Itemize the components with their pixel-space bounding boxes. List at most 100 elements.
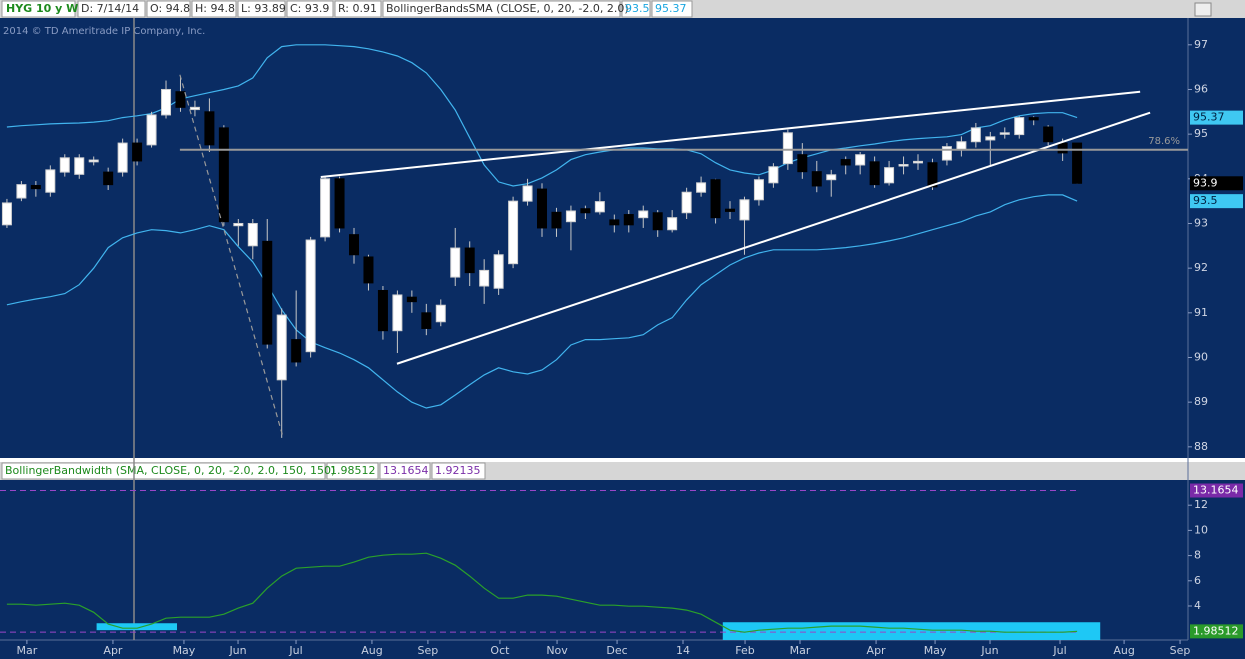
close: C: 93.9 [290, 2, 329, 15]
candle-body [305, 239, 316, 353]
candle-body [594, 201, 605, 213]
x-tick-label: Apr [103, 644, 123, 657]
candle-body [667, 217, 678, 231]
low: L: 93.89 [241, 2, 286, 15]
x-tick-label: Jun [980, 644, 998, 657]
y-tick-label: 89 [1194, 395, 1208, 408]
x-tick-label: Jun [228, 644, 246, 657]
separator [0, 458, 1245, 462]
candle-body [218, 127, 229, 223]
candle-body [16, 184, 27, 199]
header-cell [431, 462, 486, 480]
y-tick-label: 93 [1194, 216, 1208, 229]
candle-body [435, 304, 446, 323]
y-tick-label: 96 [1194, 82, 1208, 95]
candle-body [349, 234, 360, 256]
candle-body [739, 199, 750, 221]
upper-band-value: 95.37 [655, 2, 687, 15]
candle-body [898, 164, 909, 167]
header-cell [326, 462, 379, 480]
candle-body [985, 136, 996, 141]
candle-body [652, 212, 663, 231]
lower-band-value: 93.5 [625, 2, 650, 15]
candle-body [522, 185, 533, 202]
candle-body [696, 182, 707, 193]
y-tick-label: 92 [1194, 261, 1208, 274]
candle-body [45, 169, 56, 193]
candle-body [609, 219, 620, 226]
candle-body [782, 132, 793, 165]
header-cell [146, 0, 191, 18]
header-cell [621, 0, 651, 18]
x-tick-label: Feb [735, 644, 754, 657]
candle-body [826, 174, 837, 181]
candle-body [161, 88, 172, 116]
candle-body [884, 167, 895, 184]
candle-body [464, 247, 475, 274]
candle-body [999, 132, 1010, 135]
header-cell [1, 0, 76, 18]
range: R: 0.91 [338, 2, 377, 15]
candle-body [132, 142, 143, 162]
value-tag-label: 95.37 [1193, 111, 1225, 124]
y-tick-label: 6 [1194, 574, 1201, 587]
candle-body [74, 157, 85, 175]
candle-body [493, 254, 504, 289]
candle-body [811, 171, 822, 187]
open: O: 94.8 [150, 2, 190, 15]
header-cell [1, 462, 326, 480]
value-tag [1190, 624, 1243, 639]
y-tick-label: 90 [1194, 350, 1208, 363]
candle-body [565, 210, 576, 223]
candle-body [840, 159, 851, 166]
candle-body [30, 185, 41, 190]
candle-body [189, 106, 200, 111]
x-tick-label: Aug [361, 644, 382, 657]
candle-body [1072, 142, 1083, 184]
candle-body [681, 191, 692, 214]
candle-body [276, 314, 287, 381]
x-tick-label: Dec [606, 644, 627, 657]
settings-icon[interactable] [1194, 2, 1212, 17]
candle-body [320, 178, 331, 238]
candle-body [855, 154, 866, 166]
candle-body [363, 256, 374, 284]
candle-body [1057, 142, 1068, 154]
trendline [320, 90, 1141, 179]
candle-body [753, 179, 764, 201]
candle-body [725, 208, 736, 212]
candle-body [117, 142, 128, 173]
y-tick-label: 8 [1194, 549, 1201, 562]
candle-body [175, 91, 186, 108]
candle-body [913, 160, 924, 164]
value-tag-label: 13.1654 [1193, 484, 1239, 497]
header-cell [379, 462, 431, 480]
candle-body [59, 157, 70, 173]
x-tick-label: Nov [546, 644, 568, 657]
y-tick-label: 88 [1194, 440, 1208, 453]
candle-body [956, 141, 967, 151]
header-cell [237, 0, 286, 18]
candle-body [406, 296, 417, 303]
candle-body [291, 339, 302, 363]
candle-body [970, 127, 981, 143]
value-tag [1190, 110, 1243, 125]
x-tick-label: Sep [418, 644, 439, 657]
candle-body [580, 208, 591, 214]
x-tick-label: Jul [288, 644, 302, 657]
high: H: 94.8 [195, 2, 235, 15]
y-tick-label: 91 [1194, 306, 1208, 319]
x-tick-label: May [173, 644, 196, 657]
candle-body [1043, 126, 1054, 143]
candle-body [377, 289, 388, 332]
study: BollingerBandsSMA (CLOSE, 0, 20, -2.0, 2… [386, 2, 629, 15]
header-cell [651, 0, 693, 18]
header-cell [334, 0, 382, 18]
y-tick-label: 4 [1194, 599, 1201, 612]
candle-body [233, 222, 244, 227]
candle-body [927, 162, 938, 188]
value-tag [1190, 176, 1243, 191]
bandwidth-line [6, 552, 1078, 633]
